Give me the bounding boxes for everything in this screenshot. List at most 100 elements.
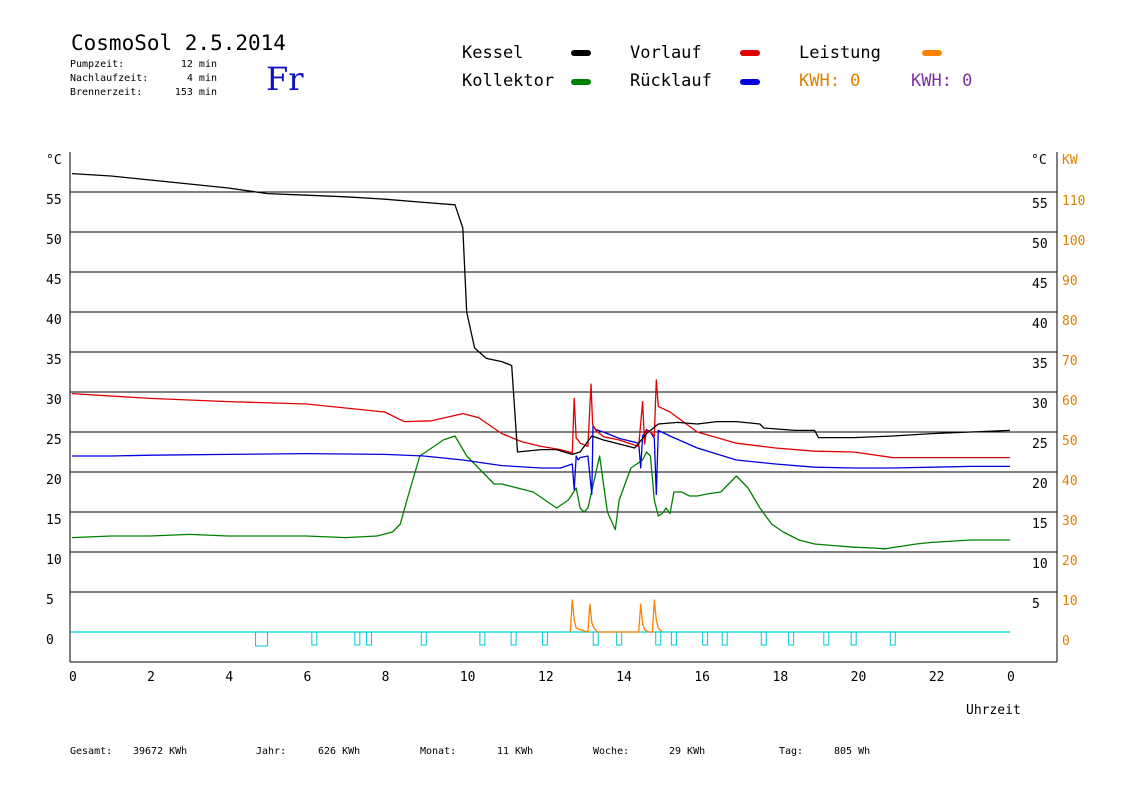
footer-woche-label: Woche: (593, 746, 629, 757)
legend-label-leistung: Leistung (799, 43, 881, 63)
pump-marker (702, 631, 709, 646)
y-right-tick-label: 30 (1032, 397, 1048, 412)
y-kw-tick-label: 10 (1062, 594, 1078, 609)
x-tick-label: 18 (773, 670, 789, 685)
y-right-tick-label: 35 (1032, 357, 1048, 372)
footer-woche-value: 29 KWh (669, 746, 705, 757)
legend-label-kollektor: Kollektor (462, 71, 554, 91)
x-tick-label: 2 (147, 670, 155, 685)
pump-marker (788, 631, 795, 646)
y-left-tick-label: 20 (46, 473, 62, 488)
y-kw-tick-label: 0 (1062, 634, 1070, 649)
y-right-tick-label: 45 (1032, 277, 1048, 292)
legend-kwh-secondary: KWH: 0 (911, 71, 972, 91)
y-left-tick-label: 35 (46, 353, 62, 368)
x-tick-label: 8 (382, 670, 390, 685)
legend-kwh-leistung: KWH: 0 (799, 71, 860, 91)
x-tick-label: 6 (304, 670, 312, 685)
x-tick-label: 0 (1007, 670, 1015, 685)
footer-monat-value: 11 KWh (497, 746, 533, 757)
y-left-tick-label: 40 (46, 313, 62, 328)
y-left-tick-label: 55 (46, 193, 62, 208)
legend-swatch-kollektor (571, 79, 591, 85)
y-kw-tick-label: 20 (1062, 554, 1078, 569)
pump-marker (721, 631, 728, 646)
y-left-tick-label: 5 (46, 593, 54, 608)
series-lines (71, 172, 1011, 633)
x-tick-label: 0 (69, 670, 77, 685)
footer-jahr-label: Jahr: (256, 746, 286, 757)
series-line-kessel (71, 172, 1011, 456)
pump-markers (255, 631, 896, 647)
series-line-leistung (569, 599, 663, 633)
legend-swatch-leistung (922, 50, 942, 56)
axis-ticks: 0510152025303540455055510152025303540455… (46, 193, 1085, 685)
pump-marker (760, 631, 767, 646)
y-right-tick-label: 25 (1032, 437, 1048, 452)
x-tick-label: 16 (694, 670, 710, 685)
y-right-tick-label: 20 (1032, 477, 1048, 492)
x-tick-label: 12 (538, 670, 554, 685)
footer-gesamt-value: 39672 KWh (133, 746, 187, 757)
y-kw-tick-label: 60 (1062, 394, 1078, 409)
legend: Kessel Vorlauf Leistung Kollektor Rückla… (462, 43, 972, 91)
y-right-tick-label: 40 (1032, 317, 1048, 332)
pump-marker (311, 631, 318, 646)
pump-marker (354, 631, 361, 646)
x-tick-label: 20 (851, 670, 867, 685)
footer-jahr-value: 626 KWh (318, 746, 360, 757)
footer-gesamt-label: Gesamt: (70, 746, 112, 757)
chart-title: CosmoSol 2.5.2014 (71, 31, 286, 55)
y-kw-tick-label: 80 (1062, 314, 1078, 329)
stat-nachlaufzeit-label: Nachlaufzeit: (70, 73, 148, 84)
legend-swatch-vorlauf (740, 50, 760, 56)
y-kw-tick-label: 90 (1062, 274, 1078, 289)
pump-marker (670, 631, 677, 646)
pump-marker (592, 631, 599, 646)
y-kw-unit: KW (1062, 153, 1078, 168)
y-kw-tick-label: 110 (1062, 194, 1085, 209)
stat-pumpzeit-value: 12 min (181, 59, 217, 70)
pump-marker (655, 631, 662, 646)
x-tick-label: 10 (460, 670, 476, 685)
pump-marker (510, 631, 517, 646)
legend-swatch-kessel (571, 50, 591, 56)
pump-marker (420, 631, 427, 646)
y-kw-tick-label: 50 (1062, 434, 1078, 449)
y-left-tick-label: 15 (46, 513, 62, 528)
y-right-tick-label: 5 (1032, 597, 1040, 612)
pump-marker (889, 631, 896, 646)
stat-brennerzeit-value: 153 min (175, 87, 217, 98)
stat-brennerzeit-label: Brennerzeit: (70, 87, 142, 98)
pump-marker (255, 631, 269, 647)
legend-label-kessel: Kessel (462, 43, 523, 63)
y-left-tick-label: 25 (46, 433, 62, 448)
y-left-tick-label: 45 (46, 273, 62, 288)
y-left-tick-label: 50 (46, 233, 62, 248)
y-kw-tick-label: 30 (1062, 514, 1078, 529)
footer-tag-value: 805 Wh (834, 746, 870, 757)
x-tick-label: 14 (616, 670, 632, 685)
pump-marker (616, 631, 623, 646)
x-axis-label: Uhrzeit (966, 703, 1021, 718)
pump-marker (541, 631, 548, 646)
footer-totals: Gesamt: 39672 KWh Jahr: 626 KWh Monat: 1… (70, 746, 870, 757)
y-right-tick-label: 15 (1032, 517, 1048, 532)
pump-marker (366, 631, 373, 646)
y-kw-tick-label: 100 (1062, 234, 1085, 249)
series-line-kollektor (71, 435, 1010, 550)
y-right-tick-label: 10 (1032, 557, 1048, 572)
header-stats: Pumpzeit: 12 min Nachlaufzeit: 4 min Bre… (70, 59, 217, 98)
pump-marker (479, 631, 486, 646)
stat-pumpzeit-label: Pumpzeit: (70, 59, 124, 70)
y-left-unit: °C (46, 153, 62, 168)
legend-label-vorlauf: Vorlauf (630, 43, 702, 63)
footer-tag-label: Tag: (779, 746, 803, 757)
grid-lines (70, 191, 1057, 633)
y-left-tick-label: 30 (46, 393, 62, 408)
x-tick-label: 22 (929, 670, 945, 685)
stat-nachlaufzeit-value: 4 min (187, 73, 217, 84)
legend-label-ruecklauf: Rücklauf (630, 71, 712, 91)
y-kw-tick-label: 70 (1062, 354, 1078, 369)
